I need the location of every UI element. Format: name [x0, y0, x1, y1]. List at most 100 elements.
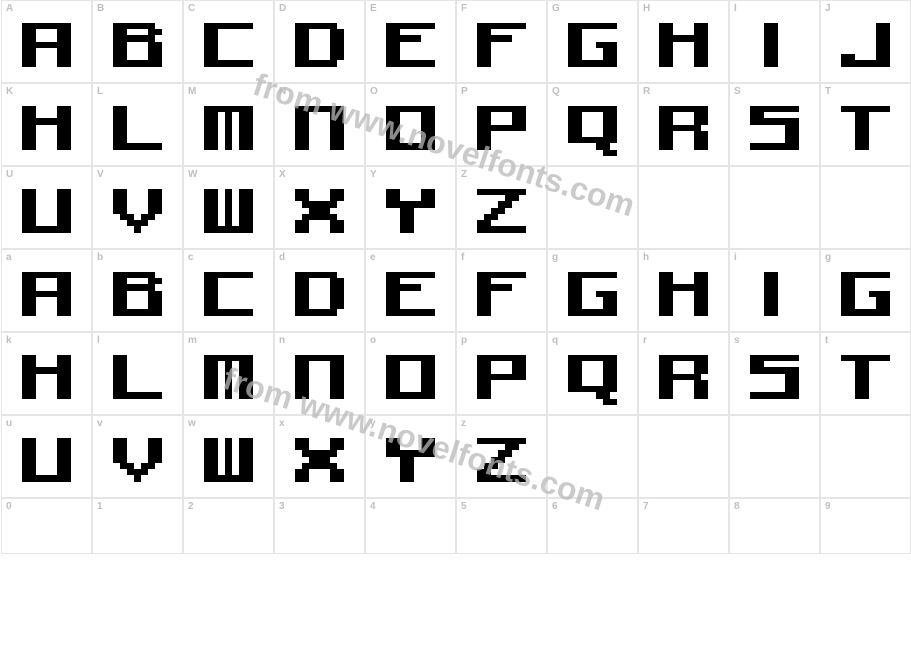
glyph-V — [113, 438, 163, 488]
cell-label: d — [279, 252, 285, 263]
cell-label: Q — [552, 86, 560, 97]
cell-label: P — [461, 86, 468, 97]
cell: z — [456, 415, 547, 498]
font-character-map: ABCDEFGHIJKLMNOPQRSTUVWXYZabcdefghigklmn… — [0, 0, 911, 554]
cell: N — [274, 83, 365, 166]
glyph-U — [22, 438, 72, 488]
cell-label: t — [825, 335, 828, 346]
cell-label: 6 — [552, 501, 558, 512]
cell: H — [638, 0, 729, 83]
glyph-B — [113, 272, 163, 322]
cell-label: e — [370, 252, 376, 263]
cell-label: F — [461, 3, 467, 14]
cell: T — [820, 83, 911, 166]
cell-label: Z — [461, 169, 467, 180]
cell-label: s — [734, 335, 740, 346]
cell: n — [274, 332, 365, 415]
glyph-D — [295, 23, 345, 73]
cell: 2 — [183, 498, 274, 554]
glyph-Y — [386, 438, 436, 488]
cell: b — [92, 249, 183, 332]
glyph-M — [204, 106, 254, 156]
glyph-F — [477, 272, 527, 322]
cell: w — [183, 415, 274, 498]
cell: 1 — [92, 498, 183, 554]
cell: P — [456, 83, 547, 166]
cell: 0 — [1, 498, 92, 554]
cell-label: G — [552, 3, 560, 14]
glyph-C — [204, 23, 254, 73]
cell-label: b — [97, 252, 103, 263]
cell — [729, 415, 820, 498]
glyph-Z — [477, 438, 527, 488]
cell: u — [1, 415, 92, 498]
cell-label: r — [643, 335, 647, 346]
glyph-U — [22, 189, 72, 239]
cell-label: D — [279, 3, 286, 14]
cell: U — [1, 166, 92, 249]
cell: g — [820, 249, 911, 332]
cell: g — [547, 249, 638, 332]
cell — [820, 415, 911, 498]
cell: c — [183, 249, 274, 332]
cell-label: 8 — [734, 501, 740, 512]
cell: S — [729, 83, 820, 166]
cell — [547, 166, 638, 249]
cell: C — [183, 0, 274, 83]
cell-label: R — [643, 86, 650, 97]
cell: 4 — [365, 498, 456, 554]
cell: Q — [547, 83, 638, 166]
cell: K — [1, 83, 92, 166]
glyph-T — [841, 355, 891, 405]
cell: y — [365, 415, 456, 498]
cell: i — [729, 249, 820, 332]
cell-label: f — [461, 252, 464, 263]
cell-label: n — [279, 335, 285, 346]
cell-label: X — [279, 169, 286, 180]
cell-label: i — [734, 252, 737, 263]
cell: D — [274, 0, 365, 83]
cell: 5 — [456, 498, 547, 554]
cell: 9 — [820, 498, 911, 554]
glyph-I — [750, 23, 800, 73]
cell: Y — [365, 166, 456, 249]
cell: x — [274, 415, 365, 498]
glyph-W — [204, 189, 254, 239]
glyph-P — [477, 355, 527, 405]
cell: r — [638, 332, 729, 415]
cell-label: W — [188, 169, 197, 180]
cell-label: H — [643, 3, 650, 14]
cell: O — [365, 83, 456, 166]
cell-label: x — [279, 418, 285, 429]
cell: X — [274, 166, 365, 249]
cell: J — [820, 0, 911, 83]
cell-label: 1 — [97, 501, 103, 512]
cell-label: A — [6, 3, 13, 14]
cell-label: J — [825, 3, 831, 14]
glyph-A — [22, 272, 72, 322]
glyph-O — [386, 106, 436, 156]
cell: e — [365, 249, 456, 332]
glyph-E — [386, 272, 436, 322]
cell-label: M — [188, 86, 196, 97]
cell: A — [1, 0, 92, 83]
cell: o — [365, 332, 456, 415]
cell-label: 5 — [461, 501, 467, 512]
glyph-F — [477, 23, 527, 73]
cell-label: 4 — [370, 501, 376, 512]
cell-label: g — [825, 252, 831, 263]
cell: E — [365, 0, 456, 83]
cell: p — [456, 332, 547, 415]
glyph-A — [22, 23, 72, 73]
cell: a — [1, 249, 92, 332]
glyph-grid: ABCDEFGHIJKLMNOPQRSTUVWXYZabcdefghigklmn… — [1, 0, 911, 554]
glyph-L — [113, 106, 163, 156]
cell — [638, 166, 729, 249]
glyph-G — [568, 272, 618, 322]
cell-label: B — [97, 3, 104, 14]
glyph-N — [295, 355, 345, 405]
glyph-S — [750, 355, 800, 405]
cell-label: S — [734, 86, 741, 97]
cell-label: U — [6, 169, 13, 180]
cell: Z — [456, 166, 547, 249]
